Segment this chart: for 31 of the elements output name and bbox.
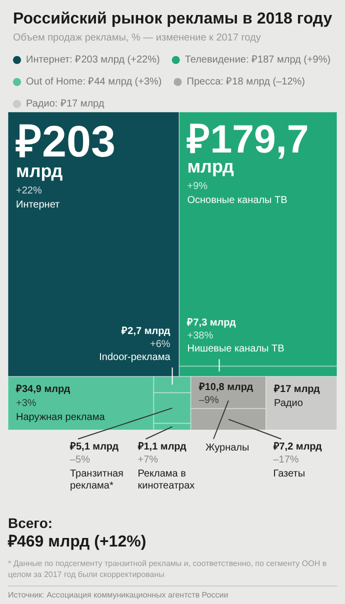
text: Российский рынок рекламы в 2018 году <box>13 10 332 28</box>
legend-label: Интернет: ₽203 млрд (+22%) <box>26 54 160 66</box>
legend-label: Пресса: ₽18 млрд (–12%) <box>186 76 305 88</box>
data-label: ₽179,7 млрд +9% <box>186 118 309 192</box>
legend-label: Радио: ₽17 млрд <box>26 98 104 110</box>
text: Всего: <box>8 515 53 531</box>
category-label: Реклама в кинотеатрах <box>138 468 195 492</box>
text: Источник: Ассоциация коммуникационных агентств России <box>8 590 228 600</box>
data-label: ₽10,8 млрд –9% <box>198 382 254 406</box>
category-label: Indoor-реклама <box>99 352 171 364</box>
category-label: Газеты <box>273 468 306 480</box>
category-label: Нишевые каналы ТВ <box>187 344 285 355</box>
data-label: ₽5,1 млрд –5% <box>69 442 120 466</box>
text: * Данные по подсегменту транзитной рекламы и, соответственно, по сегменту ООН в целом за 2017 год были скорректированы <box>8 559 327 579</box>
data-label: ₽203 млрд +22% <box>15 118 116 196</box>
category-label: Журналы <box>206 442 250 454</box>
text: ₽469 млрд (+12%) <box>7 534 146 550</box>
legend-label: Телевидение: ₽187 млрд (+9%) <box>184 54 331 66</box>
category-label: Транзитная реклама* <box>70 468 124 492</box>
data-label: ₽2,7 млрд +6% <box>120 326 171 350</box>
data-label: ₽34,9 млрд +3% <box>15 384 71 410</box>
category-label: Основные каналы ТВ <box>187 194 288 206</box>
data-label: ₽1,1 млрд +7% <box>136 442 188 466</box>
data-label: ₽17 млрд <box>273 384 321 396</box>
data-label: ₽7,3 млрд +38% <box>186 318 237 342</box>
category-label: Наружная реклама <box>16 412 106 424</box>
data-label: ₽7,2 млрд –17% <box>272 442 323 466</box>
category-label: Интернет <box>16 199 60 210</box>
category-label: Радио <box>274 398 304 410</box>
legend-label: Out of Home: ₽44 млрд (+3%) <box>26 76 162 88</box>
text: Объем продаж рекламы, % — изменение к 2017 году <box>13 32 261 44</box>
